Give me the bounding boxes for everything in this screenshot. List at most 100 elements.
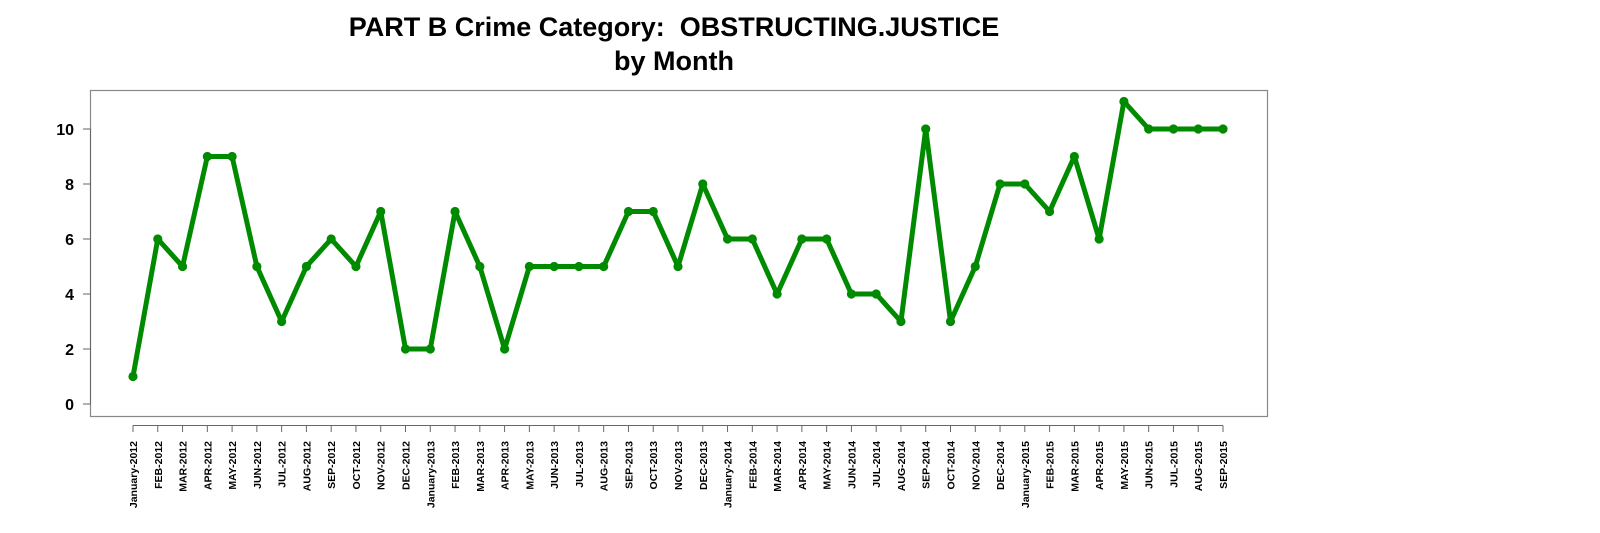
x-tick-label: MAR-2015 (1069, 441, 1081, 492)
data-point (747, 234, 757, 244)
data-point (1193, 124, 1203, 134)
y-tick-label: 0 (65, 397, 74, 414)
data-point (945, 316, 956, 327)
data-point (128, 371, 138, 382)
data-point (1094, 234, 1104, 244)
x-tick-label: JUL-2013 (574, 441, 586, 488)
data-point (277, 316, 287, 327)
plot-frame (89, 89, 1269, 418)
data-point (1119, 96, 1129, 107)
x-tick-label: SEP-2014 (921, 441, 933, 489)
data-point (772, 289, 782, 299)
x-tick-label: FEB-2012 (153, 441, 165, 489)
data-point (301, 261, 312, 272)
x-tick-label: AUG-2013 (599, 441, 611, 491)
x-tick-label: January-2014 (723, 441, 735, 508)
y-tick-label: 6 (65, 232, 74, 249)
chart-title: PART B Crime Category: OBSTRUCTING.JUSTI… (0, 10, 1348, 78)
x-tick-label: APR-2012 (202, 441, 214, 490)
x-tick-label: DEC-2013 (698, 441, 710, 490)
data-point (896, 316, 906, 327)
x-tick-label: January-2013 (425, 441, 437, 508)
data-point (921, 124, 931, 134)
x-tick-label: JUL-2014 (871, 441, 883, 488)
x-tick-label: JUN-2015 (1144, 441, 1156, 489)
x-tick-label: OCT-2012 (351, 441, 363, 490)
chart-title-line1: PART B Crime Category: OBSTRUCTING.JUSTI… (348, 12, 1000, 42)
data-point (400, 344, 411, 354)
x-tick-label: JUN-2013 (549, 441, 561, 489)
data-point (499, 344, 510, 354)
data-point (871, 289, 881, 299)
data-point (252, 261, 262, 272)
x-tick-label: JUL-2012 (277, 441, 289, 488)
data-point (425, 344, 435, 354)
data-point (524, 261, 534, 272)
data-point (698, 179, 708, 189)
x-tick-label: MAR-2012 (178, 441, 190, 492)
y-tick-label: 4 (65, 287, 74, 304)
x-tick-label: AUG-2012 (301, 441, 313, 491)
x-tick-label: DEC-2014 (995, 441, 1007, 490)
data-point (227, 151, 237, 162)
data-point (1218, 124, 1228, 134)
data-point (376, 206, 386, 217)
data-point (599, 261, 609, 272)
data-point (153, 234, 163, 244)
data-point (574, 261, 584, 272)
data-point (822, 234, 832, 244)
data-point (450, 206, 460, 217)
data-point (970, 261, 980, 272)
x-tick-label: January-2012 (128, 441, 140, 508)
data-point (623, 206, 634, 217)
data-point (1020, 179, 1030, 189)
data-point (351, 261, 361, 272)
x-tick-label: AUG-2014 (896, 441, 908, 491)
x-tick-label: SEP-2013 (623, 441, 635, 489)
x-tick-label: SEP-2015 (1218, 441, 1230, 489)
data-point (1044, 206, 1055, 217)
data-point (177, 261, 188, 272)
x-tick-label: APR-2015 (1094, 441, 1106, 490)
series-line (130, 99, 1226, 379)
data-series (128, 96, 1228, 382)
data-point (673, 261, 683, 272)
x-tick-label: JUN-2012 (252, 441, 264, 489)
data-point (1069, 151, 1079, 162)
x-tick-label: FEB-2013 (450, 441, 462, 489)
data-point (722, 234, 733, 244)
data-point (1168, 124, 1179, 134)
x-tick-label: MAR-2014 (772, 441, 784, 492)
x-tick-label: APR-2013 (500, 441, 512, 490)
data-point (995, 179, 1005, 189)
x-tick-label: MAY-2015 (1119, 441, 1131, 490)
data-point (797, 234, 807, 244)
data-point (648, 206, 658, 217)
y-tick-label: 10 (56, 122, 74, 139)
x-tick-label: MAR-2013 (475, 441, 487, 492)
chart-subtitle: by Month (614, 46, 734, 76)
x-tick-label: NOV-2012 (376, 441, 388, 490)
x-tick-label: MAY-2014 (822, 441, 834, 490)
x-tick-label: January-2015 (1020, 441, 1032, 508)
x-tick-label: MAY-2012 (227, 441, 239, 490)
x-tick-label: OCT-2014 (946, 441, 958, 490)
x-tick-label: NOV-2013 (673, 441, 685, 490)
data-point (475, 261, 485, 272)
x-tick-label: OCT-2013 (648, 441, 660, 490)
y-tick-label: 2 (65, 342, 74, 359)
x-tick-label: FEB-2015 (1045, 441, 1057, 489)
x-tick-label: APR-2014 (797, 441, 809, 490)
x-tick-label: NOV-2014 (970, 441, 982, 490)
y-axis: 0 2 4 6 8 10 (56, 122, 91, 414)
data-point (326, 234, 336, 244)
x-tick-label: DEC-2012 (401, 441, 413, 490)
data-point (1144, 124, 1154, 134)
x-tick-label: JUL-2015 (1168, 441, 1180, 488)
data-point (202, 151, 212, 162)
x-tick-label: JUN-2014 (846, 441, 858, 489)
x-tick-label: FEB-2014 (747, 441, 759, 489)
data-point (549, 261, 559, 272)
x-tick-label: AUG-2015 (1193, 441, 1205, 491)
